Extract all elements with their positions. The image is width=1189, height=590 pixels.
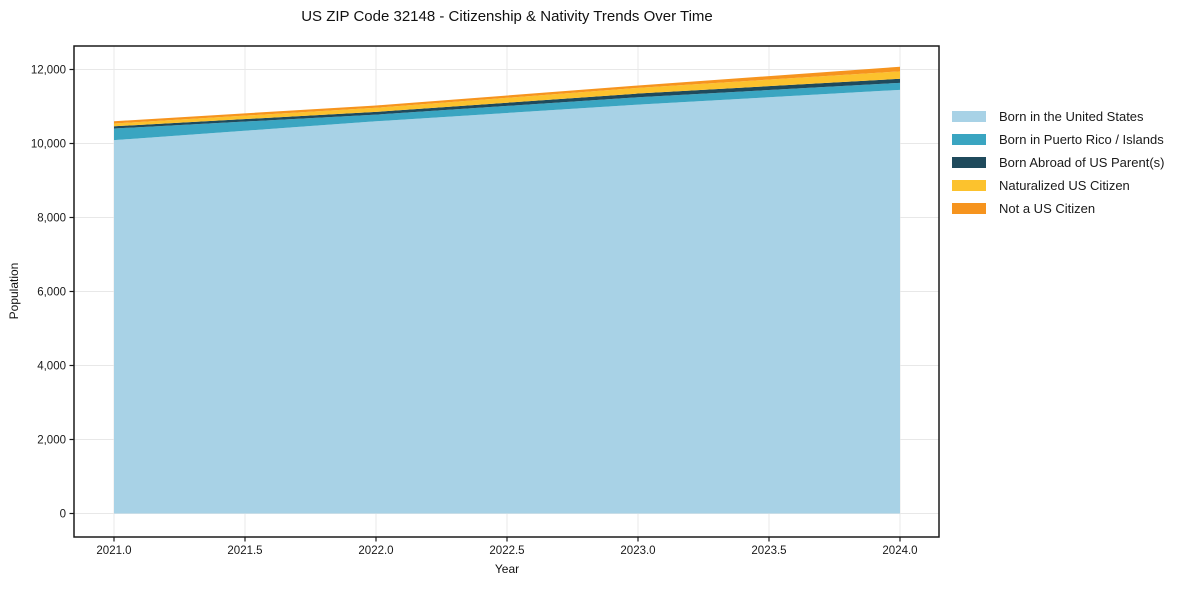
- y-tick-label: 0: [60, 509, 66, 521]
- legend-label: Born in Puerto Rico / Islands: [999, 131, 1164, 147]
- chart-title: US ZIP Code 32148 - Citizenship & Nativi…: [301, 8, 713, 25]
- legend-item: Born in the United States: [952, 108, 1164, 124]
- area-series-born-in-the-united-states: [114, 89, 900, 514]
- legend-swatch-icon: [952, 133, 986, 145]
- area-series-not-a-us-citizen: [114, 66, 900, 124]
- legend-item: Born in Puerto Rico / Islands: [952, 131, 1164, 147]
- y-tick-label: 2,000: [37, 435, 66, 447]
- legend-label: Not a US Citizen: [999, 200, 1096, 216]
- x-tick-label: 2024.0: [882, 545, 917, 557]
- x-axis-label: Year: [494, 562, 520, 576]
- legend-swatch-icon: [952, 110, 986, 122]
- legend: Born in the United States Born in Puerto …: [952, 108, 1165, 216]
- x-tick-label: 2023.5: [751, 545, 786, 557]
- x-tick-label: 2021.0: [96, 545, 131, 557]
- x-tick-label: 2022.5: [489, 545, 524, 557]
- legend-label: Born Abroad of US Parent(s): [999, 154, 1165, 170]
- legend-swatch-icon: [952, 202, 986, 214]
- y-tick-label: 6,000: [37, 287, 66, 299]
- x-tick-label: 2021.5: [227, 545, 262, 557]
- area-series-born-in-puerto-rico-islands: [114, 82, 900, 141]
- x-tick-label: 2023.0: [620, 545, 655, 557]
- y-tick-label: 4,000: [37, 361, 66, 373]
- x-tick-label: 2022.0: [358, 545, 393, 557]
- legend-label: Born in the United States: [999, 108, 1144, 124]
- legend-item: Not a US Citizen: [952, 200, 1164, 216]
- legend-item: Naturalized US Citizen: [952, 177, 1164, 193]
- y-axis-label: Population: [7, 262, 21, 320]
- legend-label: Naturalized US Citizen: [999, 177, 1130, 193]
- y-tick-label: 10,000: [31, 139, 66, 151]
- y-tick-label: 12,000: [31, 65, 66, 77]
- area-series-naturalized-us-citizen: [114, 71, 900, 127]
- legend-swatch-icon: [952, 179, 986, 191]
- legend-swatch-icon: [952, 156, 986, 168]
- y-tick-label: 8,000: [37, 213, 66, 225]
- area-series-born-abroad-of-us-parent-s: [114, 78, 900, 129]
- legend-item: Born Abroad of US Parent(s): [952, 154, 1165, 170]
